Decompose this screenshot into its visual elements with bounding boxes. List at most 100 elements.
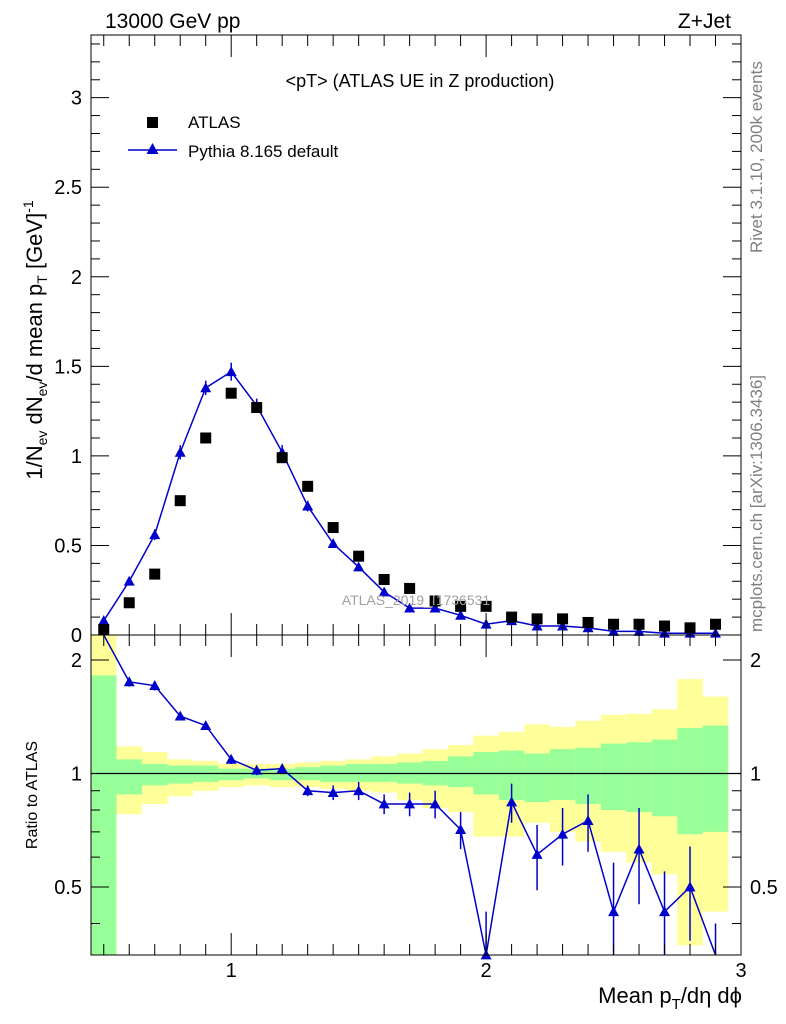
pythia-point: [353, 561, 365, 572]
band-green: [677, 728, 703, 835]
ratio-point: [353, 785, 365, 796]
ratio-point: [123, 676, 135, 687]
y-tick-label: 1: [71, 446, 82, 468]
band-green: [167, 765, 193, 784]
ratio-point: [327, 787, 339, 797]
ratio-y-tick-label: 2: [71, 650, 82, 672]
ratio-point: [174, 710, 186, 721]
band-green: [600, 743, 627, 811]
atlas-point: [582, 616, 594, 628]
ratio-point: [302, 785, 314, 796]
legend-pythia-label: Pythia 8.165 default: [188, 142, 339, 161]
svg-text:1/Nev dNev/d mean pT [GeV]-1: 1/Nev dNev/d mean pT [GeV]-1: [20, 200, 50, 480]
pythia-point: [429, 602, 441, 613]
ratio-point: [378, 798, 390, 809]
atlas-point: [480, 600, 492, 612]
ratio-y-tick-label-right: 2: [750, 650, 761, 672]
pythia-point: [327, 538, 339, 549]
ratio-point: [531, 848, 543, 859]
ratio-y-tick-label: 0.5: [54, 877, 82, 899]
atlas-point: [455, 600, 467, 612]
atlas-point: [251, 402, 263, 414]
pythia-point: [404, 602, 416, 613]
ratio-point: [404, 798, 416, 809]
pythia-point: [149, 529, 161, 540]
ratio-point: [684, 881, 696, 892]
y-axis-label-main: 1/Nev dNev/d mean pT [GeV]-1: [20, 200, 50, 480]
legend-pythia-marker: [146, 143, 159, 154]
ratio-point: [582, 815, 594, 825]
pythia-point: [123, 575, 135, 586]
atlas-point: [149, 568, 161, 580]
band-green: [141, 763, 168, 786]
band-green: [269, 768, 295, 781]
band-green: [524, 753, 550, 803]
atlas-point: [200, 432, 212, 444]
chart-title: <pT> (ATLAS UE in Z production): [286, 71, 555, 91]
x-tick-label: 2: [481, 960, 492, 982]
atlas-point: [276, 452, 288, 464]
x-tick-label: 1: [226, 960, 237, 982]
ratio-point: [506, 796, 518, 807]
ratio-point: [225, 753, 237, 764]
atlas-point: [557, 613, 569, 625]
y-tick-label: 1.5: [54, 356, 82, 378]
ratio-point: [659, 906, 671, 917]
pythia-point: [200, 382, 212, 393]
legend-atlas-label: ATLAS: [188, 113, 241, 132]
rivet-label: Rivet 3.1.10, 200k events: [747, 61, 766, 253]
ratio-point: [149, 680, 161, 691]
ratio-y-tick-label-right: 0.5: [750, 877, 778, 899]
band-green: [447, 756, 474, 788]
header-right: Z+Jet: [678, 10, 731, 33]
legend-atlas-marker: [147, 117, 158, 128]
band-green: [626, 742, 652, 813]
atlas-point: [429, 595, 441, 607]
atlas-point: [174, 495, 186, 507]
y-tick-label: 0: [71, 625, 82, 647]
band-green: [702, 725, 729, 832]
ratio-bands: [91, 635, 729, 955]
atlas-point: [225, 387, 237, 399]
x-tick-label: 3: [735, 960, 746, 982]
pythia-point: [98, 615, 110, 626]
pythia-point: [225, 366, 237, 377]
axis-ticks: 1 2 3 0 0.5 1 1.5 2 2.5 3 0.5 0.5 1 1 2 2: [54, 35, 778, 982]
atlas-point: [123, 597, 135, 609]
band-green: [91, 675, 117, 955]
band-green: [218, 768, 244, 781]
band-green: [549, 749, 576, 801]
ratio-point: [200, 720, 212, 730]
ratio-y-tick-label: 1: [71, 763, 82, 785]
atlas-point: [531, 613, 543, 625]
atlas-point: [353, 550, 365, 562]
ratio-panel-content: [91, 634, 741, 960]
x-axis-label: Mean pT/dη dϕ: [598, 983, 742, 1013]
atlas-point: [327, 522, 339, 534]
ratio-point: [608, 906, 620, 917]
band-green: [651, 739, 678, 817]
y-tick-label: 2: [71, 267, 82, 289]
ratio-y-tick-label-right: 1: [750, 763, 761, 785]
y-tick-label: 2.5: [54, 177, 82, 199]
pythia-point: [302, 500, 314, 511]
ratio-point: [276, 763, 288, 774]
pythia-point: [174, 446, 186, 457]
pythia-point: [378, 586, 390, 597]
legend: ATLAS Pythia 8.165 default: [128, 113, 339, 161]
atlas-point: [302, 480, 314, 492]
pythia-point: [455, 609, 467, 620]
ratio-point: [251, 764, 263, 775]
ratio-point: [455, 824, 467, 834]
header-left: 13000 GeV pp: [105, 10, 240, 33]
y-axis-label-ratio: Ratio to ATLAS: [24, 741, 41, 849]
ratio-point: [633, 843, 645, 854]
ratio-frame: [90, 634, 742, 956]
atlas-point: [404, 582, 416, 594]
ratio-point: [557, 828, 569, 839]
y-tick-label: 3: [71, 88, 82, 110]
ratio-point: [429, 798, 441, 809]
atlas-point: [506, 611, 518, 623]
atlas-point: [378, 573, 390, 585]
